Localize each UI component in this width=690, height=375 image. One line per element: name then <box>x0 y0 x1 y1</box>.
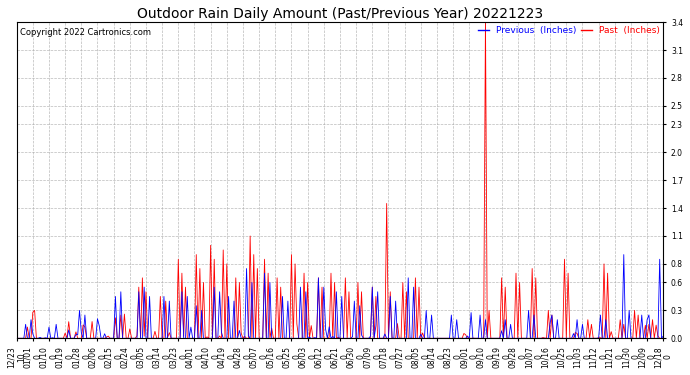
Title: Outdoor Rain Daily Amount (Past/Previous Year) 20221223: Outdoor Rain Daily Amount (Past/Previous… <box>137 7 543 21</box>
Text: Copyright 2022 Cartronics.com: Copyright 2022 Cartronics.com <box>20 28 151 38</box>
Legend: Previous  (Inches), Past  (Inches): Previous (Inches), Past (Inches) <box>474 22 663 38</box>
